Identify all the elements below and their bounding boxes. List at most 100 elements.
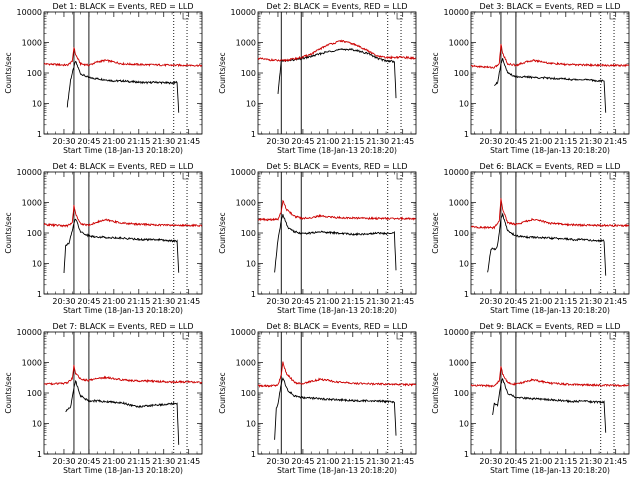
x-tick-label: 21:30 xyxy=(152,297,175,306)
y-tick-label: 1000 xyxy=(236,39,256,48)
x-tick-label: 20:30 xyxy=(479,137,502,146)
x-axis-label: Start Time (18-Jan-13 20:18:20) xyxy=(63,146,183,155)
x-tick-label: 20:30 xyxy=(52,457,75,466)
x-tick-label: 21:00 xyxy=(102,457,125,466)
x-tick-label: 21:30 xyxy=(152,137,175,146)
x-tick-label: 20:45 xyxy=(77,457,100,466)
y-tick-label: 10000 xyxy=(444,328,469,337)
panel-det-2: Det 2: BLACK = Events, RED = LLD 1 10 100 10… xyxy=(218,2,417,155)
y-axis-label: Counts/sec xyxy=(431,52,440,93)
y-tick-label: 100 xyxy=(27,69,42,78)
plot-frame xyxy=(43,171,203,295)
x-tick-label: 21:15 xyxy=(554,137,577,146)
y-tick-label: 1 xyxy=(464,290,469,299)
y-tick-label: 10 xyxy=(459,260,469,269)
x-tick-label: 20:30 xyxy=(479,297,502,306)
y-tick-label: 10 xyxy=(32,420,42,429)
lld-series-line xyxy=(258,39,416,63)
panel-det-6: Det 6: BLACK = Events, RED = LLD 1 10 100 10… xyxy=(431,162,630,315)
interval-bracket xyxy=(182,333,190,340)
panel-det-5: Det 5: BLACK = Events, RED = LLD 1 10 100 10… xyxy=(218,162,417,315)
x-tick-label: 21:00 xyxy=(529,137,552,146)
panel-det-3: Det 3: BLACK = Events, RED = LLD 1 10 100 10… xyxy=(431,2,630,155)
x-tick-label: 21:00 xyxy=(316,297,339,306)
chart-title: Det 2: BLACK = Events, RED = LLD xyxy=(267,2,408,11)
events-series-line xyxy=(487,212,607,276)
y-axis-label: Counts/sec xyxy=(218,212,227,253)
lld-series-line xyxy=(258,361,416,388)
y-tick-label: 1 xyxy=(37,130,42,139)
interval-bracket xyxy=(609,333,617,340)
y-tick-label: 10000 xyxy=(17,168,42,177)
x-tick-label: 21:45 xyxy=(177,457,200,466)
events-series-line xyxy=(65,379,180,445)
y-tick-label: 1000 xyxy=(236,199,256,208)
x-tick-label: 20:45 xyxy=(77,137,100,146)
y-tick-label: 100 xyxy=(27,229,42,238)
x-tick-label: 21:30 xyxy=(152,457,175,466)
y-tick-label: 1000 xyxy=(22,199,42,208)
lld-series-line xyxy=(471,198,629,230)
y-tick-label: 1000 xyxy=(449,199,469,208)
panel-det-4: Det 4: BLACK = Events, RED = LLD 1 10 100 10… xyxy=(4,162,203,315)
y-tick-label: 1000 xyxy=(22,359,42,368)
y-tick-label: 1 xyxy=(251,450,256,459)
y-tick-label: 1000 xyxy=(22,39,42,48)
y-tick-label: 100 xyxy=(454,229,469,238)
lld-series-line xyxy=(258,199,416,222)
y-tick-label: 1 xyxy=(251,290,256,299)
plot-frame xyxy=(470,171,630,295)
x-tick-label: 21:15 xyxy=(127,297,150,306)
x-axis-label: Start Time (18-Jan-13 20:18:20) xyxy=(490,306,610,315)
x-tick-label: 21:45 xyxy=(391,137,414,146)
lld-series-line xyxy=(44,364,202,386)
y-tick-label: 10000 xyxy=(231,328,256,337)
x-axis-label: Start Time (18-Jan-13 20:18:20) xyxy=(63,466,183,475)
x-tick-label: 21:00 xyxy=(102,137,125,146)
y-axis-label: Counts/sec xyxy=(4,212,13,253)
x-tick-label: 21:30 xyxy=(579,297,602,306)
x-axis-label: Start Time (18-Jan-13 20:18:20) xyxy=(277,466,397,475)
x-tick-label: 21:15 xyxy=(554,457,577,466)
x-tick-label: 20:30 xyxy=(52,137,75,146)
events-series-line xyxy=(66,60,180,113)
y-tick-label: 1 xyxy=(251,130,256,139)
y-axis-label: Counts/sec xyxy=(218,52,227,93)
y-tick-label: 10000 xyxy=(444,8,469,17)
panel-det-7: Det 7: BLACK = Events, RED = LLD 1 10 100 10… xyxy=(4,322,203,475)
x-tick-label: 20:30 xyxy=(266,297,289,306)
y-axis-label: Counts/sec xyxy=(4,372,13,413)
chart-title: Det 5: BLACK = Events, RED = LLD xyxy=(267,162,408,171)
x-tick-label: 21:45 xyxy=(604,457,627,466)
y-tick-label: 10 xyxy=(246,100,256,109)
x-axis-label: Start Time (18-Jan-13 20:18:20) xyxy=(490,146,610,155)
x-tick-label: 21:45 xyxy=(177,137,200,146)
x-tick-label: 20:30 xyxy=(266,457,289,466)
y-tick-label: 10 xyxy=(246,420,256,429)
panel-det-1: Det 1: BLACK = Events, RED = LLD 1 10 100 10… xyxy=(4,2,203,155)
y-tick-label: 1 xyxy=(37,450,42,459)
x-tick-label: 21:15 xyxy=(341,297,364,306)
plot-frame xyxy=(470,11,630,135)
lld-series-line xyxy=(44,204,202,228)
y-tick-label: 1 xyxy=(37,290,42,299)
y-tick-label: 10000 xyxy=(231,8,256,17)
x-tick-label: 20:30 xyxy=(52,297,75,306)
x-tick-label: 20:30 xyxy=(266,137,289,146)
y-tick-label: 10 xyxy=(459,100,469,109)
x-tick-label: 21:00 xyxy=(102,297,125,306)
x-tick-label: 21:00 xyxy=(529,297,552,306)
x-tick-label: 21:30 xyxy=(366,137,389,146)
plot-frame xyxy=(43,11,203,135)
x-tick-label: 20:45 xyxy=(291,457,314,466)
x-tick-label: 21:30 xyxy=(366,297,389,306)
y-tick-label: 10 xyxy=(459,420,469,429)
x-tick-label: 20:45 xyxy=(291,137,314,146)
y-tick-label: 10000 xyxy=(231,168,256,177)
chart-title: Det 6: BLACK = Events, RED = LLD xyxy=(480,162,621,171)
y-tick-label: 1 xyxy=(464,130,469,139)
x-tick-label: 21:45 xyxy=(391,457,414,466)
chart-title: Det 7: BLACK = Events, RED = LLD xyxy=(53,322,194,331)
lld-series-line xyxy=(471,366,629,388)
